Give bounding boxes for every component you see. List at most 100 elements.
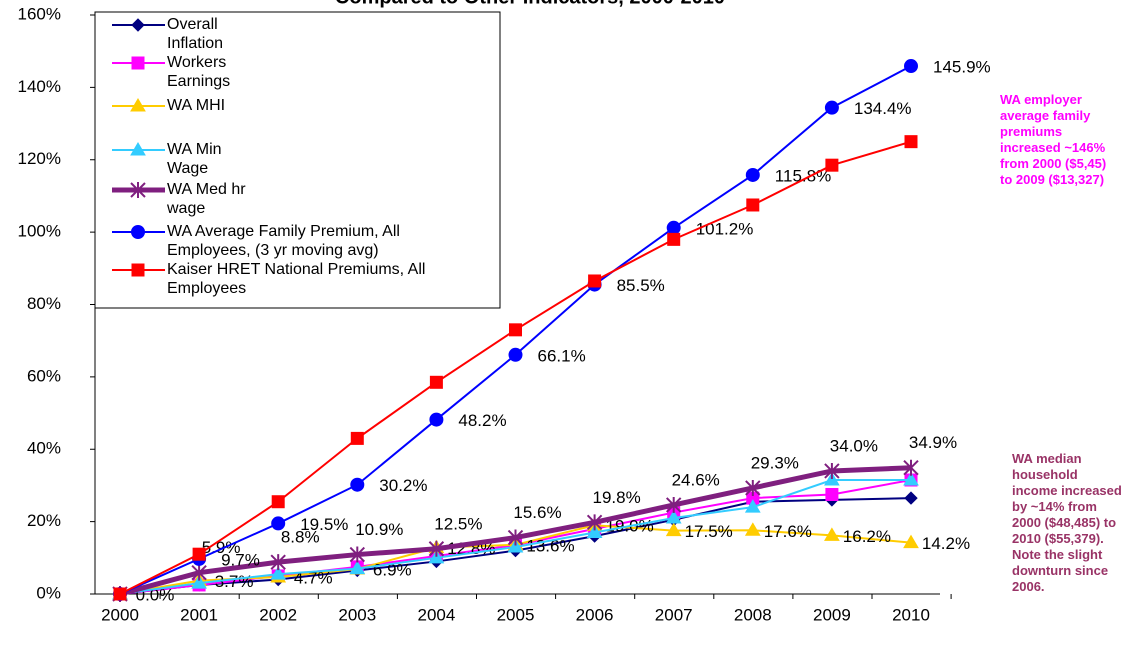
annotation: WA employer average family premiums incr… xyxy=(1000,92,1107,187)
marker xyxy=(744,499,761,513)
marker xyxy=(745,479,761,496)
marker xyxy=(192,547,206,561)
data-label: 17.5% xyxy=(685,522,733,541)
x-tick-label: 2001 xyxy=(180,605,218,624)
marker xyxy=(131,225,145,239)
marker xyxy=(350,477,365,492)
legend-label: WA Med hr wage xyxy=(167,181,246,217)
x-tick-label: 2003 xyxy=(338,605,376,624)
marker xyxy=(744,522,761,536)
marker xyxy=(824,472,840,486)
marker xyxy=(509,323,522,337)
marker xyxy=(903,459,919,476)
marker xyxy=(130,182,146,198)
data-label: 134.4% xyxy=(854,99,912,118)
marker xyxy=(349,560,366,575)
marker xyxy=(270,554,286,571)
marker xyxy=(508,347,523,362)
data-label: 85.5% xyxy=(617,276,665,295)
legend-label: WA Min Wage xyxy=(167,141,222,177)
x-tick-label: 2000 xyxy=(101,605,139,624)
data-label: 12.5% xyxy=(434,514,482,533)
marker xyxy=(428,540,445,557)
x-tick-label: 2002 xyxy=(259,605,297,624)
marker xyxy=(271,516,286,531)
marker xyxy=(191,564,207,581)
marker xyxy=(586,514,603,531)
marker xyxy=(130,98,146,112)
data-label: 101.2% xyxy=(696,219,754,238)
marker xyxy=(903,534,919,549)
marker xyxy=(349,546,366,563)
marker xyxy=(429,375,443,389)
legend-label: Overall Inflation xyxy=(167,16,224,52)
marker xyxy=(665,510,682,524)
data-label: 10.9% xyxy=(355,520,403,539)
marker xyxy=(131,263,145,277)
marker xyxy=(131,56,145,70)
marker xyxy=(131,18,145,32)
y-tick-label: 0% xyxy=(36,583,61,602)
x-tick-label: 2010 xyxy=(892,605,930,624)
y-tick-label: 40% xyxy=(27,439,61,458)
marker xyxy=(507,538,524,553)
y-tick-label: 140% xyxy=(18,77,61,96)
chart-title: Compared to Other Indicators, 2000-2010 xyxy=(335,0,725,8)
marker xyxy=(507,529,524,546)
marker xyxy=(904,135,918,149)
data-label: 34.0% xyxy=(830,436,878,455)
marker xyxy=(903,472,919,486)
x-tick-label: 2004 xyxy=(417,605,455,624)
marker xyxy=(270,566,287,580)
data-label: 115.8% xyxy=(775,166,831,185)
data-label: 145.9% xyxy=(933,58,991,77)
data-label: 24.6% xyxy=(672,470,720,489)
x-tick-label: 2005 xyxy=(497,605,535,624)
annotation: WA median household income increased by … xyxy=(1012,451,1122,594)
y-tick-label: 80% xyxy=(27,294,61,313)
marker xyxy=(130,142,146,156)
marker xyxy=(825,158,839,172)
data-label: 29.3% xyxy=(751,453,799,472)
y-tick-label: 100% xyxy=(18,222,61,241)
legend-box xyxy=(94,11,501,309)
marker xyxy=(588,274,602,288)
data-label: 16.2% xyxy=(843,527,891,546)
marker xyxy=(667,232,681,246)
data-label: 30.2% xyxy=(379,476,427,495)
marker xyxy=(665,496,682,513)
marker xyxy=(824,462,840,479)
marker xyxy=(191,575,207,589)
marker xyxy=(746,198,760,212)
x-tick-label: 2006 xyxy=(576,605,614,624)
x-tick-label: 2007 xyxy=(655,605,693,624)
marker xyxy=(665,522,682,537)
marker xyxy=(586,524,603,538)
y-tick-label: 160% xyxy=(18,4,61,23)
data-label: 13.6% xyxy=(526,536,574,555)
marker xyxy=(428,549,445,564)
data-label: 9.7% xyxy=(221,550,260,569)
x-tick-label: 2008 xyxy=(734,605,772,624)
marker xyxy=(824,527,840,541)
marker xyxy=(350,431,364,445)
marker xyxy=(904,59,918,74)
data-label: 3.7% xyxy=(215,572,254,591)
data-label: 48.2% xyxy=(458,411,506,430)
legend-label: WA Average Family Premium, All Employees… xyxy=(167,223,400,259)
marker xyxy=(429,412,444,427)
x-tick-label: 2009 xyxy=(813,605,851,624)
data-label: 19.8% xyxy=(592,488,640,507)
marker xyxy=(825,487,839,501)
marker xyxy=(824,100,839,115)
marker xyxy=(904,491,918,505)
data-label: 14.2% xyxy=(922,534,970,553)
marker xyxy=(113,587,127,601)
data-label: 8.8% xyxy=(281,528,320,547)
y-tick-label: 20% xyxy=(27,511,61,530)
data-label: 34.9% xyxy=(909,433,957,452)
data-label: 17.6% xyxy=(764,522,812,541)
marker xyxy=(666,220,681,235)
